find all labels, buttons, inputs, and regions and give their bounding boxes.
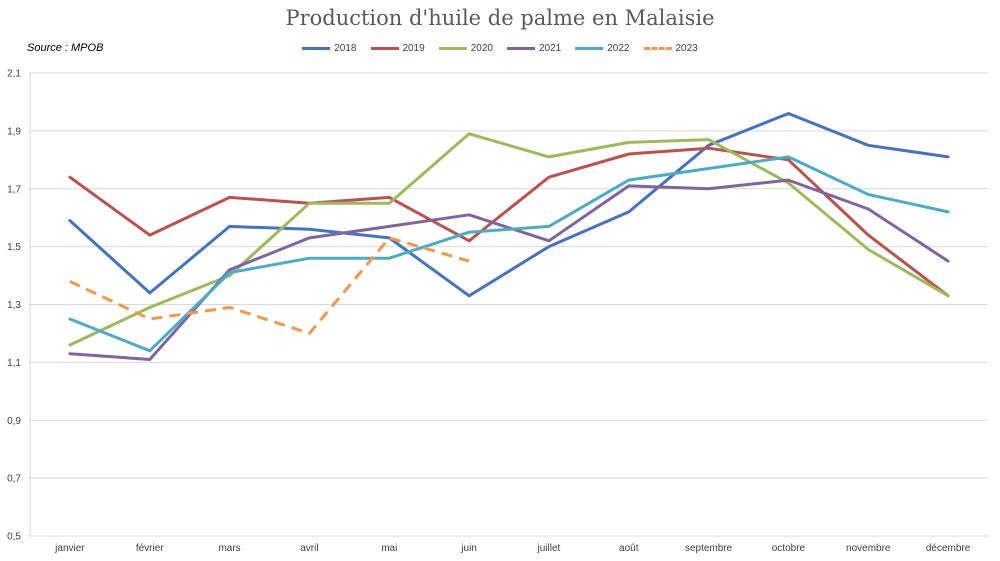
- legend-label: 2023: [675, 43, 698, 54]
- legend-item-2023: 2023: [643, 43, 698, 54]
- legend-label: 2022: [607, 43, 630, 54]
- series-line-2018: [68, 112, 950, 298]
- series-line-2023: [69, 236, 470, 335]
- legend-swatch: [575, 47, 604, 50]
- y-tick-label: 1,7: [7, 184, 21, 195]
- series-lines: [68, 112, 950, 361]
- x-tick-label: mai: [381, 543, 397, 554]
- legend-label: 2020: [470, 43, 493, 54]
- legend-label: 2018: [334, 43, 357, 54]
- y-tick-label: 1,3: [7, 300, 21, 311]
- legend-swatch: [302, 47, 331, 50]
- x-tick-label: mars: [218, 543, 240, 554]
- x-tick-label: novembre: [846, 543, 891, 554]
- y-axis-labels: 0,5 0,7 0,9 1,1 1,3 1,5 1,7 1,9 2,1: [7, 69, 21, 543]
- legend-label: 2019: [402, 43, 425, 54]
- legend-item-2018: 2018: [302, 43, 357, 54]
- x-tick-label: avril: [300, 543, 318, 554]
- legend-item-2022: 2022: [575, 43, 630, 54]
- y-tick-label: 1,5: [7, 242, 21, 253]
- series-line-2022: [68, 155, 950, 353]
- legend-swatch: [370, 47, 399, 50]
- legend-swatch: [438, 47, 467, 50]
- legend-item-2019: 2019: [370, 43, 425, 54]
- legend-item-2020: 2020: [438, 43, 493, 54]
- x-tick-label: janvier: [54, 543, 85, 554]
- x-tick-label: juillet: [537, 543, 561, 554]
- legend: 2018 2019 2020 2021 2022 2023: [0, 43, 1000, 54]
- legend-item-2021: 2021: [507, 43, 561, 54]
- y-tick-label: 2,1: [7, 69, 21, 80]
- legend-label: 2021: [539, 43, 562, 54]
- x-tick-label: septembre: [685, 543, 733, 554]
- gridlines: [29, 72, 988, 537]
- series-line-2019: [68, 146, 950, 298]
- x-tick-label: juin: [460, 543, 477, 554]
- legend-swatch: [507, 47, 535, 50]
- x-tick-label: février: [136, 543, 164, 554]
- x-axis-labels: janvier février mars avril mai juin juillet aoû…: [54, 543, 971, 554]
- legend-swatch: [643, 47, 672, 50]
- x-tick-label: août: [619, 543, 639, 554]
- y-tick-label: 1,9: [7, 126, 21, 137]
- y-tick-label: 0,5: [7, 532, 21, 543]
- y-tick-label: 1,1: [7, 358, 21, 369]
- chart-title: Production d'huile de palme en Malaisie: [285, 6, 715, 30]
- source-note: Source : MPOB: [27, 42, 104, 54]
- y-tick-label: 0,9: [7, 416, 21, 427]
- x-tick-label: octobre: [772, 543, 806, 554]
- series-line-2020: [68, 132, 950, 347]
- x-tick-label: décembre: [926, 543, 971, 554]
- y-tick-label: 0,7: [7, 474, 21, 485]
